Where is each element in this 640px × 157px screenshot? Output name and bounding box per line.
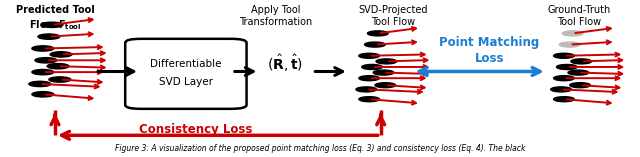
Circle shape	[375, 83, 396, 88]
Circle shape	[365, 42, 385, 47]
Circle shape	[556, 65, 577, 70]
Circle shape	[49, 77, 71, 82]
Text: SVD Layer: SVD Layer	[159, 77, 213, 87]
Circle shape	[362, 65, 382, 70]
Circle shape	[554, 76, 574, 81]
Circle shape	[29, 81, 51, 87]
Circle shape	[359, 53, 380, 58]
Circle shape	[373, 70, 394, 75]
Circle shape	[35, 58, 57, 63]
Text: Consistency Loss: Consistency Loss	[139, 123, 252, 136]
Text: $(\hat{\mathbf{R}}, \hat{\mathbf{t}})$: $(\hat{\mathbf{R}}, \hat{\mathbf{t}})$	[267, 52, 303, 74]
FancyBboxPatch shape	[125, 39, 246, 109]
Text: Apply Tool
Transformation: Apply Tool Transformation	[239, 5, 312, 27]
Circle shape	[41, 22, 63, 27]
Text: SVD-Projected
Tool Flow: SVD-Projected Tool Flow	[358, 5, 428, 27]
Circle shape	[32, 69, 54, 75]
Circle shape	[47, 64, 69, 69]
Circle shape	[38, 34, 60, 39]
Circle shape	[356, 87, 377, 92]
Circle shape	[571, 59, 591, 64]
Circle shape	[554, 53, 574, 58]
Text: Figure 3: A visualization of the proposed point matching loss (Eq. 3) and consis: Figure 3: A visualization of the propose…	[115, 144, 525, 153]
Circle shape	[367, 31, 388, 36]
Circle shape	[554, 97, 574, 102]
Text: Ground-Truth
Tool Flow: Ground-Truth Tool Flow	[547, 5, 611, 27]
Text: Differentiable: Differentiable	[150, 60, 221, 70]
Circle shape	[562, 31, 583, 36]
Circle shape	[359, 76, 380, 81]
Circle shape	[559, 42, 580, 47]
Circle shape	[551, 87, 572, 92]
Circle shape	[32, 92, 54, 97]
Circle shape	[570, 83, 590, 88]
Circle shape	[568, 70, 589, 75]
Text: Point Matching
Loss: Point Matching Loss	[439, 36, 540, 65]
Text: Predicted Tool
Flow $\mathbf{F}_{\mathbf{tool}}$: Predicted Tool Flow $\mathbf{F}_{\mathbf…	[15, 5, 94, 32]
Circle shape	[376, 59, 397, 64]
Circle shape	[50, 52, 72, 57]
Circle shape	[359, 97, 380, 102]
Circle shape	[32, 46, 54, 51]
